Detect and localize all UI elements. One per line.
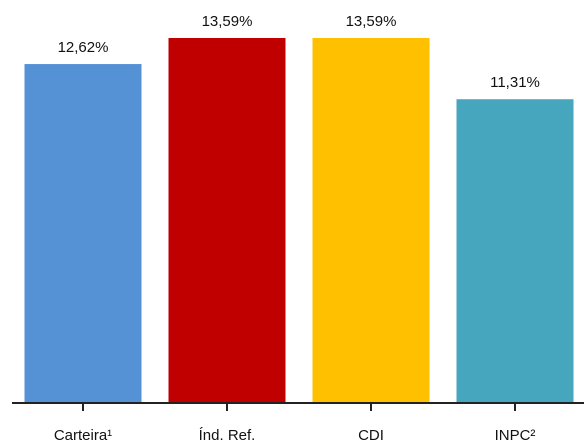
value-label-2: 13,59% <box>202 13 253 30</box>
x-tick-label-4: INPC² <box>495 427 536 444</box>
value-label-3: 13,59% <box>346 13 397 30</box>
bars-group <box>24 38 574 403</box>
bar-4 <box>456 99 574 403</box>
value-label-1: 12,62% <box>58 39 109 56</box>
value-labels-group: 12,62% 13,59% 13,59% 11,31% <box>58 13 540 91</box>
bar-1 <box>24 64 142 403</box>
value-label-4: 11,31% <box>490 74 540 91</box>
x-tick-label-2: Índ. Ref. <box>199 427 256 444</box>
x-axis-ticks-group <box>82 403 516 411</box>
bar-2 <box>168 38 286 403</box>
x-tick-label-3: CDI <box>358 427 384 444</box>
bar-3 <box>312 38 430 403</box>
x-axis-labels-group: Carteira¹ Índ. Ref. CDI INPC² <box>54 427 536 444</box>
x-tick-label-1: Carteira¹ <box>54 427 112 444</box>
